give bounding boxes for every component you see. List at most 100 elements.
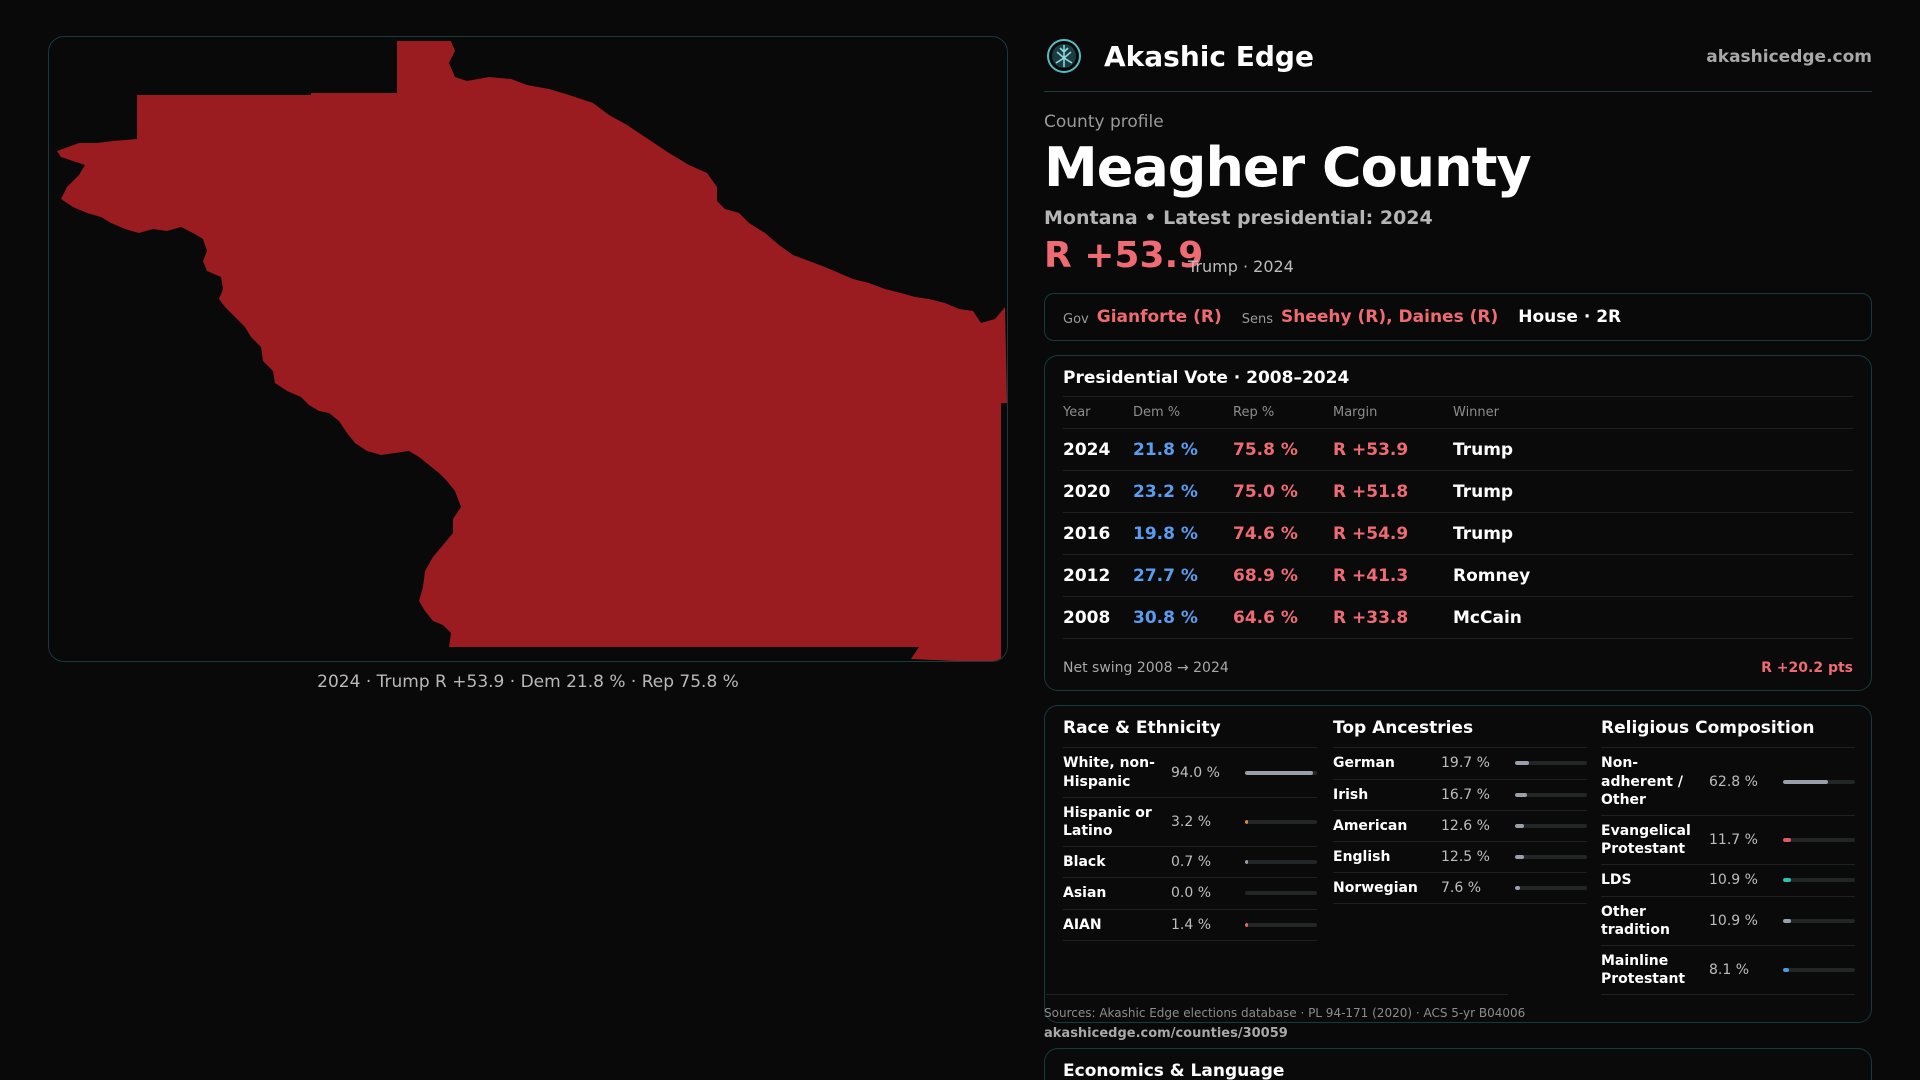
percent-bar [1245,922,1317,927]
presidential-table-body: 2024 21.8 % 75.8 % R +53.9 Trump 2020 23.2 % 75… [1063,429,1853,640]
percent-bar [1783,968,1855,973]
net-swing: Net swing 2008 → 2024 R +20.2 pts [1063,660,1853,676]
brand-name[interactable]: Akashic Edge [1104,40,1314,73]
table-row[interactable]: 2016 19.8 % 74.6 % R +54.9 Trump [1063,513,1853,556]
religion-title: Religious Composition [1601,718,1855,749]
item-percent: 16.7 % [1441,786,1490,803]
percent-bar-fill [1783,838,1792,843]
sources-divider [1044,994,1508,995]
item-label: German [1333,755,1395,772]
map-caption: 2024 · Trump R +53.9 · Dem 21.8 % · Rep … [317,672,739,692]
list-item: AIAN 1.4 % [1063,910,1317,941]
cell-year: 2016 [1063,523,1111,544]
list-item: American 12.6 % [1333,811,1587,842]
item-label: Asian [1063,885,1107,902]
cell-winner: Trump [1453,523,1514,544]
item-label: Mainline Protestant [1601,952,1686,988]
tree-of-life-icon[interactable] [1046,38,1082,74]
county-map-panel [48,36,1008,662]
percent-bar-fill [1515,792,1528,797]
race-title: Race & Ethnicity [1063,718,1317,749]
cell-winner: Trump [1453,481,1514,502]
race-list: White, non-Hispanic 94.0 % Hispanic or Lat… [1063,748,1317,941]
item-label: Hispanic or Latino [1063,804,1152,839]
religion-section: Religious Composition Non-adherent / Oth… [1601,718,1855,996]
cell-dem: 23.2 % [1133,481,1198,502]
list-item: Mainline Protestant 8.1 % [1601,946,1855,996]
item-label: AIAN [1063,916,1102,933]
percent-bar [1515,886,1587,891]
presidential-vote-card: Presidential Vote · 2008–2024 Year Dem %… [1044,355,1872,692]
item-percent: 8.1 % [1709,962,1750,979]
economics-card: Economics & Language [1044,1048,1872,1080]
table-row[interactable]: 2020 23.2 % 75.0 % R +51.8 Trump [1063,471,1853,514]
percent-bar-fill [1245,770,1313,775]
cell-margin: R +51.8 [1333,481,1409,502]
table-row[interactable]: 2008 30.8 % 64.6 % R +33.8 McCain [1063,597,1853,640]
profile-subtitle: Montana • Latest presidential: 2024 [1044,207,1433,230]
percent-bar-fill [1245,819,1248,824]
list-item: German 19.7 % [1333,748,1587,780]
percent-bar-fill [1783,968,1789,973]
percent-bar [1515,823,1587,828]
header-rep: Rep % [1233,405,1275,421]
cell-year: 2012 [1063,565,1111,586]
item-percent: 7.6 % [1441,880,1482,897]
item-percent: 0.7 % [1171,854,1212,871]
item-percent: 94.0 % [1171,764,1220,781]
governor: Gianforte (R) [1096,307,1222,328]
cell-margin: R +53.9 [1333,439,1409,460]
sources-text: Sources: Akashic Edge elections database… [1044,1006,1526,1020]
list-item: LDS 10.9 % [1601,865,1855,897]
brand-url[interactable]: akashicedge.com [1706,47,1872,67]
demographics-card: Race & Ethnicity White, non-Hispanic 94.0… [1044,705,1872,1024]
cell-year: 2008 [1063,607,1111,628]
item-label: White, non-Hispanic [1063,755,1155,790]
percent-bar [1783,779,1855,784]
race-ethnicity-section: Race & Ethnicity White, non-Hispanic 94.0… [1063,718,1317,941]
list-item: Irish 16.7 % [1333,780,1587,811]
cell-winner: Trump [1453,439,1514,460]
item-label: Black [1063,854,1106,871]
cell-dem: 27.7 % [1133,565,1198,586]
swing-label: Net swing 2008 → 2024 [1063,660,1229,677]
item-percent: 10.9 % [1709,912,1758,929]
list-item: Other tradition 10.9 % [1601,897,1855,946]
list-item: English 12.5 % [1333,842,1587,874]
percent-bar [1515,761,1587,766]
item-percent: 12.5 % [1441,849,1490,866]
swing-value: R +20.2 pts [1761,660,1853,677]
item-percent: 62.8 % [1709,773,1758,790]
cell-rep: 74.6 % [1233,523,1298,544]
officials-bar: Gov Gianforte (R) Sens Sheehy (R), Daine… [1044,293,1872,342]
percent-bar-fill [1515,855,1524,860]
item-percent: 11.7 % [1709,832,1758,849]
cell-rep: 75.8 % [1233,439,1298,460]
percent-bar-fill [1783,918,1791,923]
item-label: Irish [1333,786,1369,803]
list-item: Non-adherent / Other 62.8 % [1601,748,1855,816]
margin-summary: R +53.9 Trump · 2024 [1044,235,1872,283]
item-label: Evangelical Protestant [1601,822,1691,858]
percent-bar [1245,860,1317,865]
table-row[interactable]: 2024 21.8 % 75.8 % R +53.9 Trump [1063,429,1853,472]
cell-rep: 68.9 % [1233,565,1298,586]
county-map [57,41,1007,662]
list-item: Black 0.7 % [1063,847,1317,879]
house-delegation: House · 2R [1518,307,1622,328]
header-margin: Margin [1333,405,1378,421]
header-year: Year [1063,405,1091,421]
county-shape[interactable] [57,41,1007,662]
percent-bar [1245,891,1317,896]
header-dem: Dem % [1133,405,1181,421]
ancestry-list: German 19.7 % Irish 16.7 % American 12.6 % Eng… [1333,748,1587,905]
source-url[interactable]: akashicedge.com/counties/30059 [1044,1026,1288,1041]
table-row[interactable]: 2012 27.7 % 68.9 % R +41.3 Romney [1063,555,1853,598]
list-item: Norwegian 7.6 % [1333,873,1587,905]
percent-bar-fill [1515,886,1521,891]
item-label: Norwegian [1333,880,1418,897]
item-percent: 12.6 % [1441,817,1490,834]
percent-bar-fill [1245,860,1248,865]
percent-bar [1515,855,1587,860]
brand-header: Akashic Edge akashicedge.com [1044,30,1872,92]
